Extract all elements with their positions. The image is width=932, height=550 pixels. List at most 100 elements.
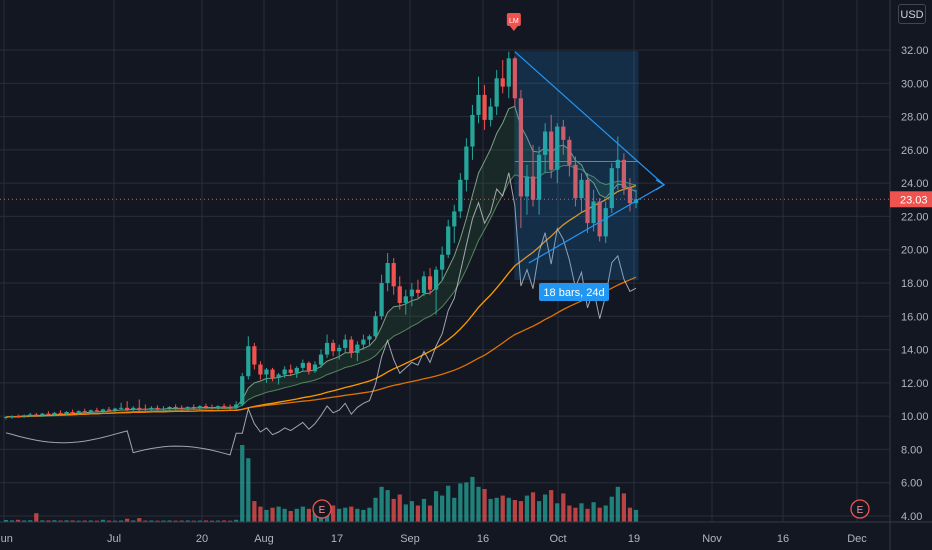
time-tick-label: Oct [549,533,566,545]
candle-body [197,406,202,408]
volume-bar [500,495,505,522]
volume-bar [452,497,457,522]
time-tick-label: 16 [777,533,789,545]
candle-body [167,406,172,409]
volume-bar [379,486,384,522]
candle-body [530,176,536,200]
candle-body [409,289,414,297]
candle-body [82,411,87,413]
volume-bar [234,519,239,522]
candle-body [561,126,566,140]
volume-bar [524,495,530,522]
volume-bar [221,520,227,522]
candle-body [64,411,69,414]
volume-bar [543,494,548,522]
candle-body [258,364,263,375]
volume-bar [440,495,445,522]
candle-body [40,413,45,416]
volume-bar [76,520,81,522]
price-tick-label: 22.00 [901,211,929,223]
volume-bar [433,491,439,522]
volume-bar [464,482,469,522]
candle-body [367,336,372,340]
volume-bar [173,520,178,522]
volume-bar [458,483,463,522]
candle-body [22,415,27,417]
candle-body [137,407,142,409]
volume-bar [627,507,633,522]
volume-bar [506,497,511,522]
volume-bar [125,518,130,522]
volume-bar [585,508,590,522]
volume-bar [446,485,451,522]
currency-button[interactable]: USD [898,4,926,24]
volume-bar [518,501,524,522]
candle-body [15,416,21,418]
lm-marker-pointer [509,26,518,31]
volume-bar [118,520,124,522]
volume-bar [46,520,51,522]
volume-bar [530,492,536,522]
volume-bar [52,520,57,522]
candle-body [288,369,293,373]
lm-marker-label: LM [509,18,519,25]
price-tick-label: 18.00 [901,278,929,290]
candlesticks [3,51,639,420]
price-tick-label: 32.00 [901,45,929,57]
time-tick-label: Dec [847,533,867,545]
candle-body [446,226,451,255]
volume-bar [567,505,572,522]
candle-body [173,406,178,408]
candle-body [34,414,39,416]
trend-drawings[interactable]: 18 bars, 24d [514,51,666,301]
volume-bar [573,507,578,522]
volume-bar [403,504,408,522]
earnings-event-label: E [857,505,864,516]
volume-bar [137,518,142,522]
volume-bar [94,520,99,522]
projection-label-bg [539,283,609,301]
volume-bar [373,497,378,522]
candle-body [240,376,245,405]
earnings-event-icon [850,499,870,519]
volume-bar [252,501,257,522]
candle-body [52,412,57,415]
candle-body [421,276,427,293]
volume-bar [112,520,118,522]
grid-lines [0,0,890,522]
candle-body [452,211,457,227]
volume-bar [100,519,106,522]
volume-bar [482,489,487,522]
volume-bar [282,508,287,522]
volume-bar [397,494,402,522]
candle-body [179,407,184,409]
volume-bar [343,507,348,522]
volume-bar [28,520,33,522]
volume-bar [488,498,493,522]
candle-body [209,406,215,408]
candle-body [609,168,614,209]
volume-bar [3,520,9,522]
volume-bar [312,511,318,522]
volume-bar [82,520,87,522]
volume-bar [330,505,336,522]
candle-body [125,407,130,410]
volume-bar [591,502,596,522]
candle-body [549,131,554,170]
volume-bar [361,509,366,522]
candle-body [391,263,396,287]
candle-body [228,406,233,408]
volume-bar [609,496,614,522]
volume-bar [197,520,202,522]
price-tick-label: 28.00 [901,112,929,124]
price-tick-label: 24.00 [901,178,929,190]
candle-body [28,414,33,416]
candle-body [221,406,227,408]
candle-body [543,131,548,155]
volume-bar [512,500,517,522]
time-tick-label: 17 [331,533,343,545]
candle-body [106,409,112,411]
volume-bar [561,493,566,522]
price-tick-label: 6.00 [901,478,922,490]
